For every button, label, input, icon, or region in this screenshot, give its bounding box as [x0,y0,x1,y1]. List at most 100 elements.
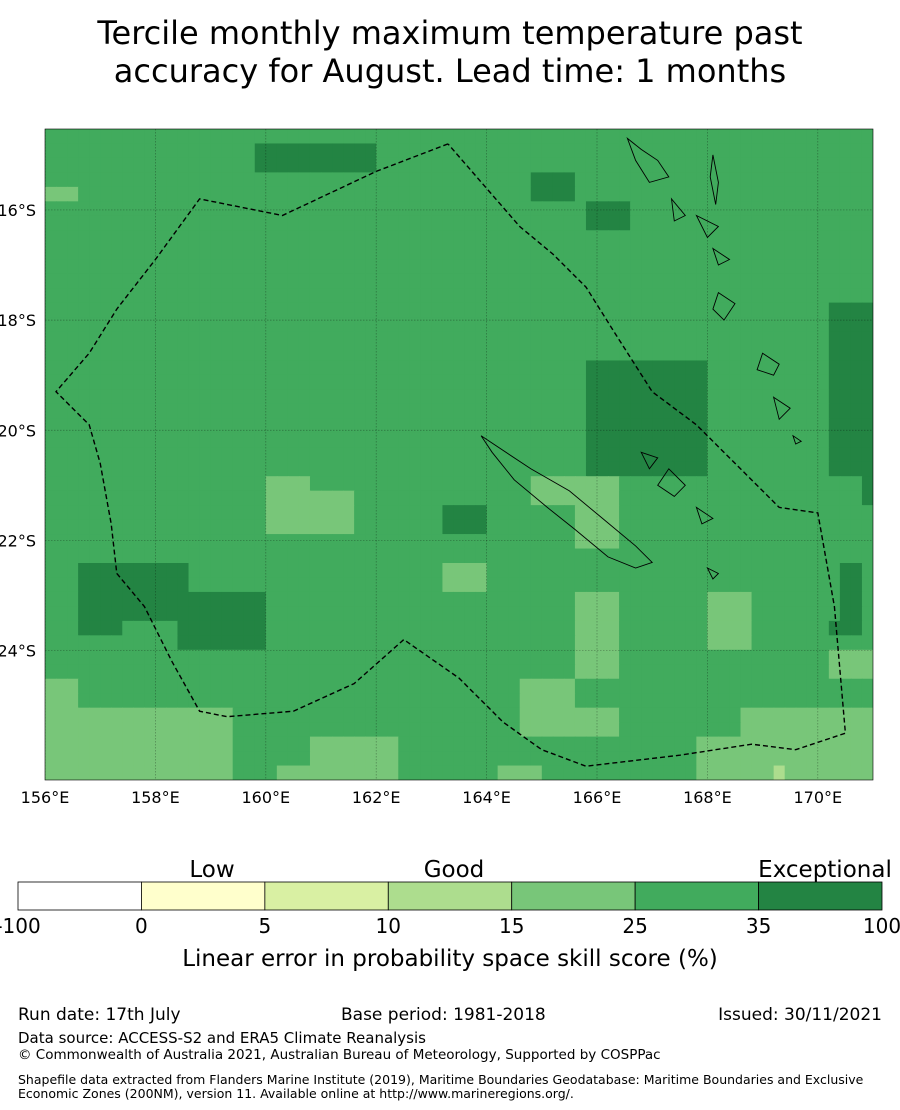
skill-cell [332,563,344,579]
skill-cell [508,606,521,622]
skill-cell [519,620,532,636]
skill-cell [597,461,609,477]
skill-cell [431,302,444,318]
skill-cell [685,244,697,260]
skill-cell [740,302,753,318]
skill-cell [552,157,565,173]
skill-cell [552,201,565,217]
skill-cell [309,273,322,289]
skill-cell [552,591,565,607]
skill-cell [707,751,720,767]
skill-cell [806,143,819,159]
skill-cell [155,519,168,535]
skill-cell [89,751,101,767]
skill-cell [188,577,201,593]
skill-cell [431,129,444,145]
skill-cell [354,288,366,304]
skill-cell [685,201,697,217]
skill-cell [685,707,697,723]
skill-cell [276,346,289,362]
skill-cell [663,244,675,260]
skill-cell [806,447,819,463]
skill-cell [497,678,510,694]
skill-cell [365,620,377,636]
skill-cell [839,765,852,780]
skill-cell [420,374,432,390]
skill-cell [111,157,123,173]
skill-cell [652,505,664,521]
skill-cell [144,563,156,579]
skill-cell [365,331,377,347]
skill-cell [619,418,631,434]
colorbar-segment [758,881,883,911]
skill-cell [663,548,675,564]
skill-cell [409,664,421,680]
skill-cell [177,722,190,738]
colorbar-tick-label: 10 [376,914,401,938]
skill-cell [850,143,863,159]
skill-cell [541,201,554,217]
skill-cell [773,317,786,333]
skill-cell [354,519,366,535]
skill-cell [420,606,432,622]
skill-cell [188,678,201,694]
skill-cell [254,129,267,145]
skill-cell [685,447,697,463]
skill-cell [398,722,410,738]
skill-cell [652,374,664,390]
skill-cell [729,635,742,651]
skill-cell [210,129,223,145]
skill-cell [78,765,90,780]
skill-cell [45,389,57,405]
skill-cell [574,736,587,752]
skill-cell [652,490,664,506]
skill-cell [597,157,609,173]
skill-cell [442,418,455,434]
skill-cell [850,317,863,333]
skill-cell [497,172,510,188]
skill-cell [420,476,432,492]
skill-cell [155,606,168,622]
skill-cell [828,346,841,362]
skill-cell [188,172,201,188]
skill-cell [365,736,377,752]
skill-cell [56,649,68,665]
island-outline [712,247,731,266]
skill-cell [45,490,57,506]
skill-cell [519,707,532,723]
skill-cell [729,678,742,694]
island-outline [706,566,720,580]
skill-cell [530,765,543,780]
skill-cell [563,157,576,173]
skill-cell [552,389,565,405]
skill-cell [56,519,68,535]
skill-cell [398,649,410,665]
skill-cell [365,707,377,723]
skill-cell [475,736,488,752]
skill-cell [210,288,223,304]
run-date: Run date: 17th July [18,1005,181,1025]
skill-cell [740,765,753,780]
skill-cell [254,143,267,159]
skill-cell [850,418,863,434]
skill-cell [177,447,190,463]
skill-cell [861,606,873,622]
skill-cell [475,244,488,260]
skill-cell [122,172,134,188]
skill-cell [309,389,322,405]
skill-cell [784,635,797,651]
skill-cell [188,736,201,752]
skill-cell [597,288,609,304]
skill-cell [729,577,742,593]
skill-cell [839,215,852,231]
skill-cell [144,157,156,173]
skill-cell [552,432,565,448]
skill-cell [243,447,256,463]
skill-cell [740,620,753,636]
skill-cell [652,288,664,304]
skill-cell [552,288,565,304]
skill-cell [199,476,212,492]
skill-cell [155,548,168,564]
skill-cell [89,664,101,680]
skill-cell [652,519,664,535]
